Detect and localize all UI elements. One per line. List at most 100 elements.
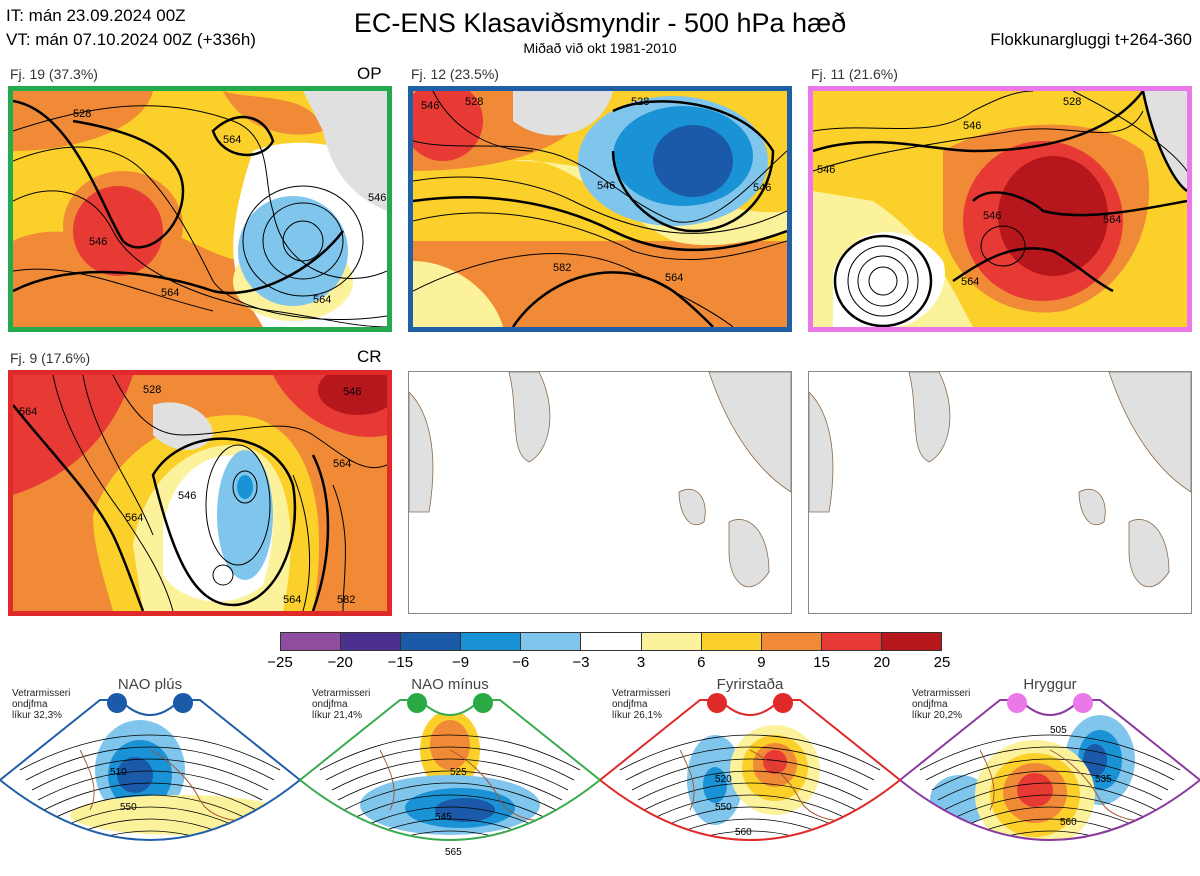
regime-note: líkur 21,4% <box>312 710 363 721</box>
colorbar-swatch <box>581 633 642 650</box>
contour-label: 528 <box>631 96 649 108</box>
regime-diagram: 525 545 565 <box>298 690 602 871</box>
contour-label: 546 <box>983 210 1001 222</box>
contour-label: 510 <box>110 767 127 778</box>
contour-label: 564 <box>19 406 37 418</box>
colorbar-swatch <box>641 633 702 650</box>
contour-label: 520 <box>715 774 732 785</box>
contour-label: 535 <box>1095 774 1112 785</box>
colorbar-swatch <box>341 633 402 650</box>
regime-marker-dot <box>707 693 727 713</box>
contour-label: 546 <box>343 386 361 398</box>
contour-label: 545 <box>435 812 452 823</box>
contour-label: 528 <box>143 384 161 396</box>
regime-note: ondjfma <box>912 699 948 710</box>
cluster-map-1: 528 564 546 564 564 546 <box>8 86 392 332</box>
cluster-map-3: 546 546 528 546 564 564 <box>808 86 1192 332</box>
initial-time: IT: mán 23.09.2024 00Z <box>6 6 186 25</box>
contour-label: 546 <box>89 236 107 248</box>
colorbar-tick-label: −20 <box>327 654 353 671</box>
regime-note: ondjfma <box>612 699 648 710</box>
contour-label: 525 <box>450 767 467 778</box>
regime-note: ondjfma <box>312 699 348 710</box>
panel-4-tag: CR <box>357 347 382 366</box>
contour-label: 546 <box>817 164 835 176</box>
colorbar-swatch <box>281 633 342 650</box>
colorbar-swatch <box>821 633 882 650</box>
contour-label: 528 <box>1063 96 1081 108</box>
contour-label: 560 <box>735 827 752 838</box>
colorbar-tick-label: −9 <box>451 654 470 671</box>
contour-label: 560 <box>1060 817 1077 828</box>
regime-marker-dot <box>107 693 127 713</box>
regime-note: líkur 26,1% <box>612 710 663 721</box>
contour-label: 546 <box>753 182 771 194</box>
panel-1-label: Fj. 19 (37.3%) <box>10 66 98 82</box>
panel-2-label: Fj. 12 (23.5%) <box>411 66 499 82</box>
contour-label: 546 <box>368 192 386 204</box>
contour-label: 550 <box>120 802 137 813</box>
colorbar-tick-label: −15 <box>387 654 414 671</box>
contour-label: 528 <box>73 108 91 120</box>
regime-marker-dot <box>473 693 493 713</box>
valid-time: VT: mán 07.10.2024 00Z (+336h) <box>6 30 256 49</box>
colorbar-swatch <box>461 633 522 650</box>
contour-label: 564 <box>125 512 143 524</box>
colorbar-swatch <box>701 633 762 650</box>
regime-diagram: 520 550 560 <box>598 690 902 871</box>
regime-title: NAO plús <box>117 676 183 693</box>
regime-marker-dot <box>173 693 193 713</box>
empty-map-1 <box>408 371 792 614</box>
regime-marker-dot <box>1073 693 1093 713</box>
colorbar-tick-label: 15 <box>813 654 830 671</box>
contour-label: 546 <box>963 120 981 132</box>
regime-note: líkur 20,2% <box>912 710 963 721</box>
contour-label: 582 <box>553 262 571 274</box>
regime-diagram: 505 535 560 <box>898 690 1200 871</box>
regime-note: Vetrarmisseri <box>312 688 371 699</box>
page-title: EC-ENS Klasaviðsmyndir - 500 hPa hæð <box>353 8 847 38</box>
regime-marker-dot <box>407 693 427 713</box>
contour-label: 546 <box>178 490 196 502</box>
colorbar-swatch <box>521 633 582 650</box>
contour-label: 565 <box>445 847 462 858</box>
regime-note: líkur 32,3% <box>12 710 63 721</box>
contour-label: 564 <box>961 276 979 288</box>
contour-label: 564 <box>223 134 241 146</box>
regime-title: NAO mínus <box>411 676 489 693</box>
contour-label: 528 <box>465 96 483 108</box>
regime-diagram: 510 550 <box>0 690 302 871</box>
contour-label: 505 <box>1050 725 1067 736</box>
colorbar-swatch <box>881 633 942 650</box>
cluster-map-4: 564 528 546 564 564 564 546 582 <box>8 370 392 616</box>
contour-label: 546 <box>421 100 439 112</box>
colorbar-swatch <box>761 633 822 650</box>
colorbar-tick-label: 3 <box>636 654 646 671</box>
colorbar-tick-label: 9 <box>757 654 766 671</box>
colorbar-tick-label: 6 <box>697 654 706 671</box>
regime-title: Fyrirstaða <box>716 676 784 693</box>
contour-label: 550 <box>715 802 732 813</box>
contour-label: 564 <box>161 287 179 299</box>
contour-label: 564 <box>313 294 331 306</box>
regime-title: Hryggur <box>1023 676 1077 693</box>
cluster-map-2: 546 528 528 546 546 564 582 <box>408 86 792 332</box>
regime-note: Vetrarmisseri <box>912 688 971 699</box>
colorbar-tick-label: −3 <box>572 654 590 671</box>
contour-label: 564 <box>283 594 301 606</box>
regime-note: ondjfma <box>12 699 48 710</box>
contour-label: 564 <box>1103 214 1121 226</box>
colorbar-tick-label: 20 <box>873 654 891 671</box>
contour-label: 564 <box>333 458 351 470</box>
panel-4-label: Fj. 9 (17.6%) <box>10 350 91 366</box>
contour-label: 582 <box>337 594 355 606</box>
regime-marker-dot <box>1007 693 1027 713</box>
empty-map-2 <box>808 371 1192 614</box>
colorbar-swatch <box>401 633 462 650</box>
contour-label: 564 <box>665 272 683 284</box>
regime-note: Vetrarmisseri <box>12 688 71 699</box>
colorbar <box>280 632 942 651</box>
panel-3-label: Fj. 11 (21.6%) <box>811 66 898 82</box>
classification-window: Flokkunargluggi t+264-360 <box>990 30 1192 49</box>
page-subtitle: Miðað við okt 1981-2010 <box>523 40 677 56</box>
